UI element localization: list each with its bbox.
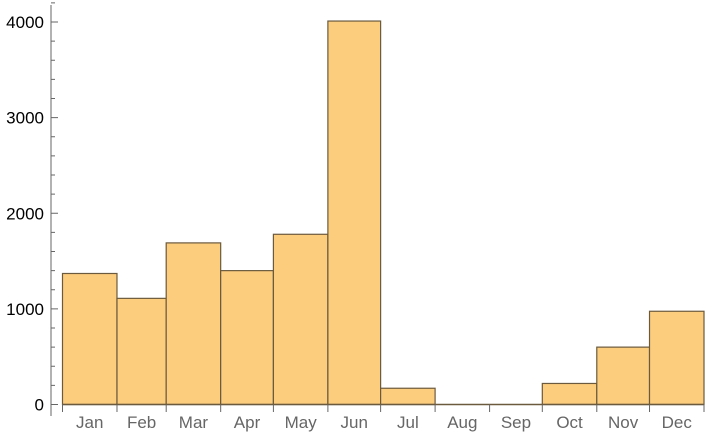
bar-jun xyxy=(327,20,382,406)
bar-oct xyxy=(541,382,598,406)
x-tick-label: Dec xyxy=(662,413,693,432)
x-tick-label: Aug xyxy=(447,413,477,432)
x-tick-label: Mar xyxy=(179,413,209,432)
bar-dec xyxy=(648,310,705,406)
x-tick-label: May xyxy=(285,413,318,432)
x-tick-label: Oct xyxy=(556,413,583,432)
bar-jul xyxy=(380,387,436,406)
bar-may xyxy=(272,233,329,406)
bar-mar xyxy=(165,242,222,406)
y-tick-label: 0 xyxy=(35,396,44,415)
bar-feb xyxy=(116,297,167,406)
x-tick-label: Nov xyxy=(608,413,639,432)
y-tick-label: 3000 xyxy=(6,109,44,128)
x-tick-label: Apr xyxy=(234,413,261,432)
x-tick-label: Feb xyxy=(127,413,156,432)
y-tick-label: 1000 xyxy=(6,300,44,319)
y-tick-label: 2000 xyxy=(6,204,44,223)
y-tick-label: 4000 xyxy=(6,13,44,32)
bar-jan xyxy=(61,272,118,406)
x-tick-label: Sep xyxy=(501,413,531,432)
x-tick-label: Jun xyxy=(341,413,368,432)
x-tick-label: Jan xyxy=(76,413,103,432)
bar-apr xyxy=(220,270,275,406)
x-tick-label: Jul xyxy=(397,413,419,432)
bar-nov xyxy=(596,346,651,406)
